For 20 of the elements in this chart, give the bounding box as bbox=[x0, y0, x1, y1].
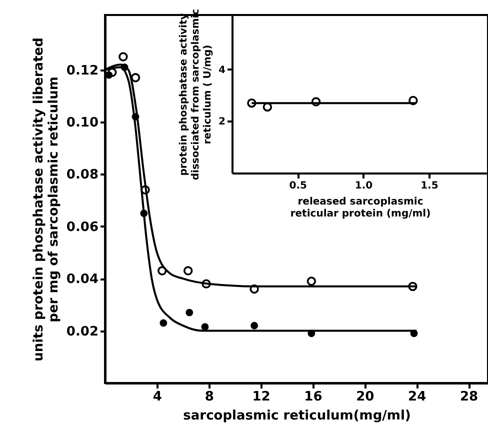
x-tick-label: 16 bbox=[304, 390, 322, 404]
x-tick-label: 0.5 bbox=[289, 180, 308, 192]
x-tick-label: 8 bbox=[204, 390, 214, 404]
x-tick-label: 1.5 bbox=[420, 180, 438, 192]
y-tick-label: 0.04 bbox=[66, 272, 98, 288]
x-tick-label: 1.0 bbox=[354, 180, 373, 192]
y-tick-label: 0.08 bbox=[66, 168, 98, 183]
x-tick-label: 20 bbox=[356, 390, 374, 404]
x-tick-label: 28 bbox=[460, 390, 478, 404]
x-axis-title: released sarcoplasmic reticular protein (mg/ml) bbox=[290, 196, 431, 220]
y-tick-label: 2 bbox=[218, 116, 226, 128]
y-tick-label: 0.06 bbox=[66, 220, 98, 235]
x-tick-label: 24 bbox=[408, 390, 426, 404]
x-tick-label: 12 bbox=[252, 390, 270, 404]
y-tick-label: 0.10 bbox=[66, 116, 98, 131]
y-tick-label: 0.02 bbox=[66, 324, 98, 340]
y-tick-label: 0.12 bbox=[66, 63, 98, 78]
y-axis-title: units protein phosphatase activity liberated per mg of sarcoplasmic reticulum bbox=[31, 38, 62, 362]
x-tick-label: 4 bbox=[152, 390, 162, 404]
x-axis-title: sarcoplasmic reticulum(mg/ml) bbox=[183, 408, 411, 424]
